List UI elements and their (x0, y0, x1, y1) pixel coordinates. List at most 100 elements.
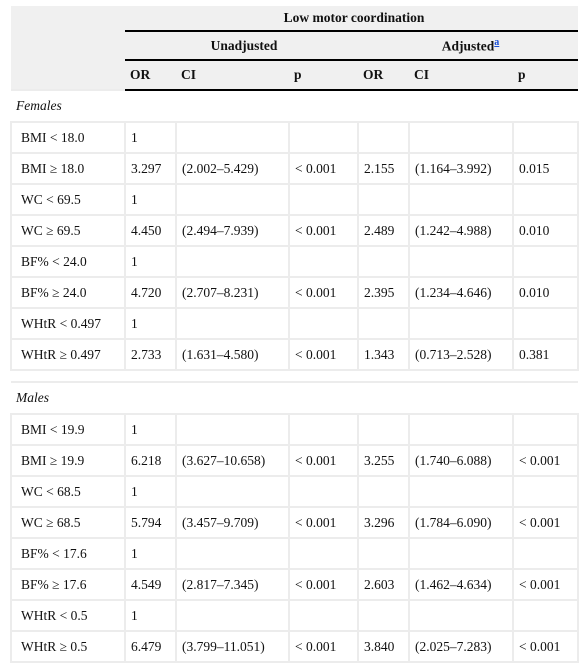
cell: (2.002–5.429) (175, 152, 290, 185)
cell: (1.784–6.090) (408, 506, 514, 539)
cell: 0.010 (511, 276, 580, 309)
cell (408, 245, 514, 278)
row-label: WHtR < 0.5 (10, 599, 126, 632)
cell: < 0.001 (288, 568, 359, 601)
cell: 5.794 (124, 506, 177, 539)
cell (175, 121, 290, 154)
data-row: WHtR < 0.5 1 (10, 599, 580, 632)
section-label: Males (11, 381, 579, 415)
row-label: BF% ≥ 24.0 (10, 276, 126, 309)
cell: 1 (124, 537, 177, 570)
cell: 0.010 (511, 214, 580, 247)
cell (511, 121, 580, 154)
cell: (3.457–9.709) (175, 506, 290, 539)
row-label: BMI ≥ 18.0 (10, 152, 126, 185)
cell (288, 475, 359, 508)
column-header: CI (176, 60, 289, 91)
data-row: WC < 69.5 1 (10, 183, 580, 216)
cell: 1 (124, 183, 177, 216)
section-row: Females (11, 89, 579, 123)
cell: 1 (124, 475, 177, 508)
cell (511, 413, 580, 446)
cell: (2.494–7.939) (175, 214, 290, 247)
cell: 3.296 (357, 506, 410, 539)
cell (175, 307, 290, 340)
spacer-cell (11, 369, 579, 383)
cell: 2.489 (357, 214, 410, 247)
row-label: WHtR < 0.497 (10, 307, 126, 340)
cell (408, 537, 514, 570)
cell: 0.381 (511, 338, 580, 371)
spacer-row (11, 369, 579, 383)
cell (175, 599, 290, 632)
cell: < 0.001 (288, 444, 359, 477)
data-row: WHtR ≥ 0.497 2.733 (1.631–4.580) < 0.001 1.3… (10, 338, 580, 371)
cell: < 0.001 (511, 568, 580, 601)
cell: 4.450 (124, 214, 177, 247)
data-row: WC ≥ 69.5 4.450 (2.494–7.939) < 0.001 2.489(… (10, 214, 580, 247)
cell: 3.297 (124, 152, 177, 185)
data-row: WHtR ≥ 0.5 6.479 (3.799–11.051) < 0.001 3.84… (10, 630, 580, 663)
row-label: WC ≥ 69.5 (10, 214, 126, 247)
cell: (1.740–6.088) (408, 444, 514, 477)
cell: < 0.001 (511, 630, 580, 663)
column-header: OR (125, 60, 176, 91)
cell: < 0.001 (288, 214, 359, 247)
cell: 2.603 (357, 568, 410, 601)
group-label: Adjusted (441, 38, 495, 54)
cell (357, 307, 410, 340)
cell: 3.840 (357, 630, 410, 663)
cell: (1.164–3.992) (408, 152, 514, 185)
cell (175, 183, 290, 216)
data-row: BMI < 18.0 1 (10, 121, 580, 154)
group-header: Adjusteda (358, 31, 579, 61)
cell (357, 599, 410, 632)
data-row: BMI ≥ 19.9 6.218 (3.627–10.658) < 0.001 3.25… (10, 444, 580, 477)
cell (175, 537, 290, 570)
row-label: WC < 68.5 (10, 475, 126, 508)
row-label: BMI < 19.9 (10, 413, 126, 446)
column-header: CI (409, 60, 513, 91)
cell: < 0.001 (288, 152, 359, 185)
cell (357, 413, 410, 446)
footnote-link[interactable]: a (494, 37, 500, 49)
cell: (1.242–4.988) (408, 214, 514, 247)
data-row: BF% ≥ 24.0 4.720 (2.707–8.231) < 0.001 2.395… (10, 276, 580, 309)
cell (288, 599, 359, 632)
cell (175, 245, 290, 278)
header-blank (11, 31, 125, 60)
header-blank (11, 60, 125, 90)
cell: < 0.001 (288, 276, 359, 309)
cell: (3.799–11.051) (175, 630, 290, 663)
column-header: OR (358, 60, 409, 91)
cell: 1 (124, 413, 177, 446)
cell: (1.462–4.634) (408, 568, 514, 601)
data-row: BF% ≥ 17.6 4.549 (2.817–7.345) < 0.001 2.603… (10, 568, 580, 601)
table-title: Low motor coordination (125, 6, 579, 32)
data-row: BF% < 24.0 1 (10, 245, 580, 278)
row-label: BF% < 17.6 (10, 537, 126, 570)
row-label: WC < 69.5 (10, 183, 126, 216)
data-row: BMI < 19.9 1 (10, 413, 580, 446)
cell: < 0.001 (511, 506, 580, 539)
data-table: Low motor coordination Unadjusted Adjust… (10, 6, 580, 663)
cell: < 0.001 (511, 444, 580, 477)
cell: 0.015 (511, 152, 580, 185)
cell: 1 (124, 121, 177, 154)
row-label: WHtR ≥ 0.497 (10, 338, 126, 371)
cell: 2.395 (357, 276, 410, 309)
row-label: BMI < 18.0 (10, 121, 126, 154)
cell (288, 537, 359, 570)
row-label: BMI ≥ 19.9 (10, 444, 126, 477)
cell (357, 121, 410, 154)
row-label: WC ≥ 68.5 (10, 506, 126, 539)
cell (408, 121, 514, 154)
data-row: BF% < 17.6 1 (10, 537, 580, 570)
group-header: Unadjusted (125, 31, 358, 61)
cell: (2.025–7.283) (408, 630, 514, 663)
row-label: WHtR ≥ 0.5 (10, 630, 126, 663)
data-row: WC ≥ 68.5 5.794 (3.457–9.709) < 0.001 3.296(… (10, 506, 580, 539)
cell: (3.627–10.658) (175, 444, 290, 477)
cell (408, 183, 514, 216)
